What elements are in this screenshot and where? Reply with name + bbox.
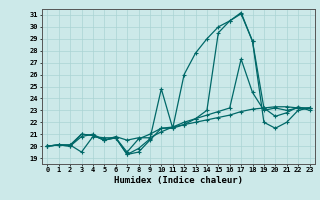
X-axis label: Humidex (Indice chaleur): Humidex (Indice chaleur) xyxy=(114,176,243,185)
